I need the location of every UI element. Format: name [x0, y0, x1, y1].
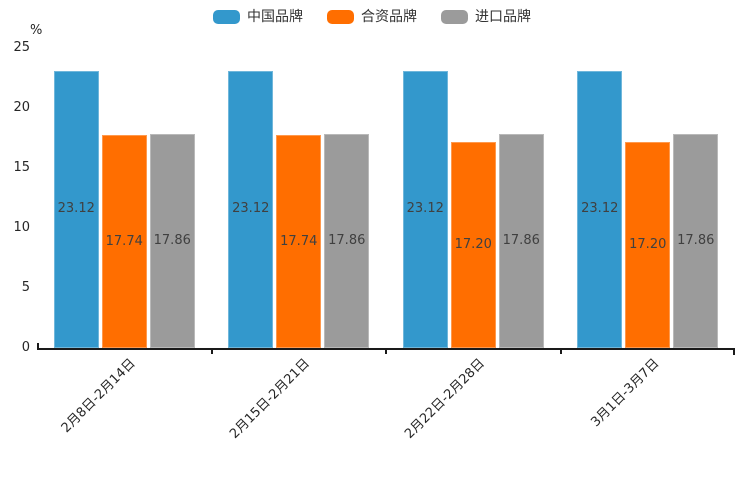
y-axis-tick-label: 0 — [21, 340, 30, 355]
bar-china-brand[interactable] — [402, 70, 448, 348]
bar-import-brand[interactable] — [498, 133, 544, 348]
legend-label: 合资品牌 — [361, 9, 417, 25]
bar-china-brand[interactable] — [53, 70, 99, 348]
bar-value-label: 23.12 — [581, 201, 619, 217]
x-axis-tick — [210, 350, 213, 354]
bar-value-label: 23.12 — [57, 201, 95, 217]
bar-import-brand[interactable] — [149, 133, 195, 348]
x-axis-right-cap — [733, 350, 735, 355]
y-axis-unit-label: % — [30, 23, 43, 38]
bar-joint-venture-brand[interactable] — [450, 141, 496, 348]
bar-joint-venture-brand[interactable] — [625, 141, 671, 348]
bar-value-label: 17.86 — [153, 232, 191, 248]
bar-value-label: 17.74 — [105, 233, 143, 249]
x-axis-line — [37, 348, 735, 350]
x-axis-left-cap — [37, 343, 39, 348]
y-axis-tick-label: 20 — [13, 100, 30, 115]
bar-value-label: 17.74 — [280, 233, 318, 249]
bar-value-label: 17.86 — [677, 232, 715, 248]
legend-swatch-joint-venture-brand-icon — [327, 10, 354, 24]
bar-china-brand[interactable] — [228, 70, 274, 348]
x-axis-category-label: 2月22日-2月28日 — [402, 356, 488, 442]
legend-label: 中国品牌 — [247, 9, 303, 25]
bar-china-brand[interactable] — [577, 70, 623, 348]
x-axis-category-label: 2月8日-2月14日 — [58, 356, 139, 436]
legend-item-import-brand[interactable]: 进口品牌 — [441, 10, 531, 24]
legend: 中国品牌 合资品牌 进口品牌 — [0, 10, 744, 24]
x-axis-category-label: 2月15日-2月21日 — [227, 356, 314, 442]
bar-joint-venture-brand[interactable] — [101, 135, 147, 348]
y-axis-tick-label: 5 — [21, 280, 30, 295]
bar-joint-venture-brand[interactable] — [276, 135, 322, 348]
legend-label: 进口品牌 — [475, 9, 531, 25]
bar-value-label: 17.86 — [328, 232, 366, 248]
legend-item-china-brand[interactable]: 中国品牌 — [213, 10, 303, 24]
legend-swatch-import-brand-icon — [441, 10, 468, 24]
bar-value-label: 23.12 — [406, 201, 444, 217]
x-axis-tick — [559, 350, 562, 354]
bar-import-brand[interactable] — [673, 133, 719, 348]
bar-value-label: 17.20 — [454, 236, 492, 252]
bar-value-label: 17.86 — [502, 232, 540, 248]
y-axis-tick-label: 10 — [13, 220, 30, 235]
x-axis-category-label: 3月1日-3月7日 — [588, 356, 663, 431]
bar-value-label: 17.20 — [629, 236, 667, 252]
y-axis-tick-label: 25 — [13, 40, 30, 55]
x-axis-tick — [385, 350, 387, 354]
bar-import-brand[interactable] — [324, 133, 370, 348]
y-axis-tick-label: 15 — [13, 160, 30, 175]
legend-item-joint-venture-brand[interactable]: 合资品牌 — [327, 10, 417, 24]
legend-swatch-china-brand-icon — [213, 10, 240, 24]
bar-value-label: 23.12 — [232, 201, 270, 217]
